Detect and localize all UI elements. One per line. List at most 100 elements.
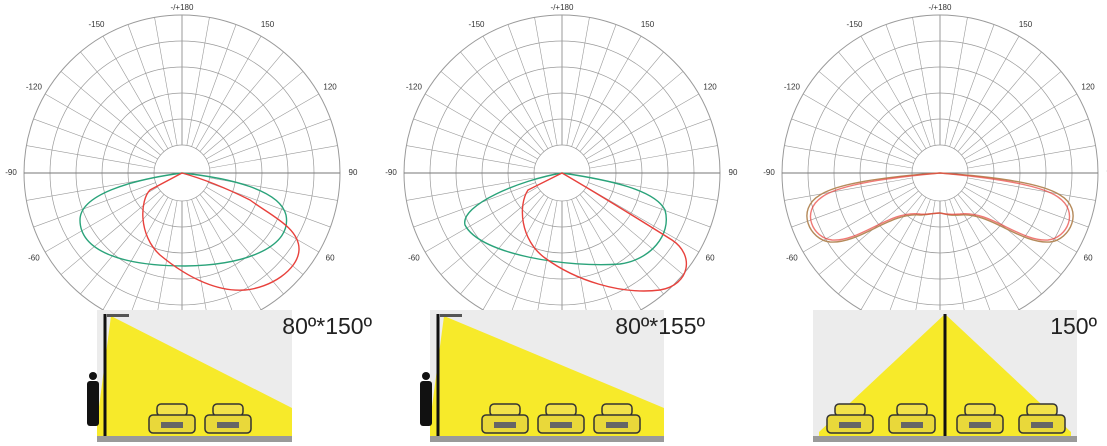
pole bbox=[103, 314, 107, 442]
angle-label: -120 bbox=[784, 83, 801, 92]
distribution-curve bbox=[79, 172, 288, 267]
polar-spoke bbox=[209, 145, 338, 169]
polar-spoke bbox=[102, 36, 169, 149]
angle-label: -150 bbox=[468, 20, 485, 29]
distribution-curve bbox=[809, 172, 1071, 241]
distribution-curve bbox=[464, 172, 667, 266]
polar-spoke bbox=[589, 145, 718, 169]
polar-spoke bbox=[460, 194, 545, 295]
polar-spoke bbox=[440, 190, 541, 275]
polar-spoke bbox=[575, 197, 642, 310]
polar-spoke bbox=[583, 71, 684, 156]
polar-spoke bbox=[967, 177, 1096, 201]
polar-spoke bbox=[209, 177, 338, 201]
polar-spoke bbox=[191, 199, 237, 322]
polar-spoke bbox=[33, 182, 156, 228]
pole bbox=[943, 314, 947, 442]
polar-spoke bbox=[571, 24, 617, 147]
car-grille bbox=[217, 422, 239, 428]
beam-angle-label: 80º*155º bbox=[615, 313, 705, 339]
polar-spoke bbox=[885, 199, 931, 322]
polar-spoke bbox=[791, 118, 914, 164]
polar-spoke bbox=[80, 51, 165, 152]
car-grille bbox=[1031, 422, 1053, 428]
car-roof bbox=[834, 403, 866, 417]
car-roof bbox=[601, 403, 633, 417]
angle-label: 150 bbox=[1019, 20, 1033, 29]
polar-spoke bbox=[961, 71, 1062, 156]
polar-spoke bbox=[413, 182, 536, 228]
polar-spoke bbox=[818, 71, 919, 156]
person-head bbox=[89, 372, 97, 380]
polar-spoke bbox=[957, 51, 1042, 152]
polar-spoke bbox=[199, 194, 284, 295]
angle-label: 120 bbox=[1081, 83, 1095, 92]
polar-spoke bbox=[571, 199, 617, 322]
person-body bbox=[420, 381, 432, 426]
car-roof bbox=[156, 403, 188, 417]
polar-spoke bbox=[186, 17, 210, 146]
polar-spoke bbox=[154, 200, 178, 329]
polar-spoke bbox=[33, 118, 156, 164]
angle-label: -150 bbox=[88, 20, 105, 29]
angle-label: 90 bbox=[729, 168, 738, 177]
polar-spoke bbox=[195, 36, 262, 149]
angle-label: -60 bbox=[786, 254, 798, 263]
lighting-scene bbox=[87, 310, 292, 442]
polar-spoke bbox=[575, 36, 642, 149]
luminaire bbox=[107, 314, 129, 317]
polar-spoke bbox=[208, 118, 331, 164]
polar-spoke bbox=[784, 177, 913, 201]
polar-spoke bbox=[957, 194, 1042, 295]
polar-spoke bbox=[186, 200, 210, 329]
polar-spoke bbox=[26, 177, 155, 201]
beam-angle-label: 150º bbox=[1050, 313, 1097, 339]
polar-spoke bbox=[803, 93, 916, 160]
polar-spoke bbox=[534, 17, 558, 146]
polar-spoke bbox=[195, 197, 262, 310]
polar-spoke bbox=[425, 186, 538, 253]
polar-spoke bbox=[406, 145, 535, 169]
polar-spoke bbox=[818, 190, 919, 275]
polar-spoke bbox=[80, 194, 165, 295]
polar-spoke bbox=[860, 197, 927, 310]
polar-spoke bbox=[203, 71, 304, 156]
angle-label: -/+180 bbox=[551, 3, 574, 12]
luminaire bbox=[440, 314, 462, 317]
ground bbox=[813, 436, 1077, 442]
polar-spoke bbox=[944, 200, 968, 329]
polar-spoke bbox=[579, 51, 664, 152]
angle-label: 60 bbox=[706, 254, 715, 263]
car-roof bbox=[964, 403, 996, 417]
angle-label: 120 bbox=[703, 83, 717, 92]
polar-spoke bbox=[588, 118, 711, 164]
angle-label: 120 bbox=[323, 83, 337, 92]
distribution-curve bbox=[142, 172, 300, 291]
distribution-curve bbox=[521, 172, 688, 292]
beam-angle-label: 80º*150º bbox=[282, 313, 372, 339]
car-grille bbox=[161, 422, 183, 428]
polar-spoke bbox=[966, 182, 1089, 228]
polar-spoke bbox=[860, 36, 927, 149]
polar-spoke bbox=[534, 200, 558, 329]
angle-label: 150 bbox=[641, 20, 655, 29]
ground bbox=[97, 436, 292, 442]
polar-spoke bbox=[949, 24, 995, 147]
car-grille bbox=[839, 422, 861, 428]
polar-spoke bbox=[961, 190, 1062, 275]
polar-spoke bbox=[566, 17, 590, 146]
person-head bbox=[422, 372, 430, 380]
polar-spoke bbox=[203, 190, 304, 275]
polar-spoke bbox=[586, 93, 699, 160]
polar-spoke bbox=[127, 24, 173, 147]
polar-spoke bbox=[507, 24, 553, 147]
polar-spoke bbox=[206, 186, 319, 253]
angle-label: 60 bbox=[326, 254, 335, 263]
lighting-scene bbox=[420, 310, 664, 442]
polar-spoke bbox=[199, 51, 284, 152]
polar-spoke bbox=[460, 51, 545, 152]
polar-spoke bbox=[953, 197, 1020, 310]
